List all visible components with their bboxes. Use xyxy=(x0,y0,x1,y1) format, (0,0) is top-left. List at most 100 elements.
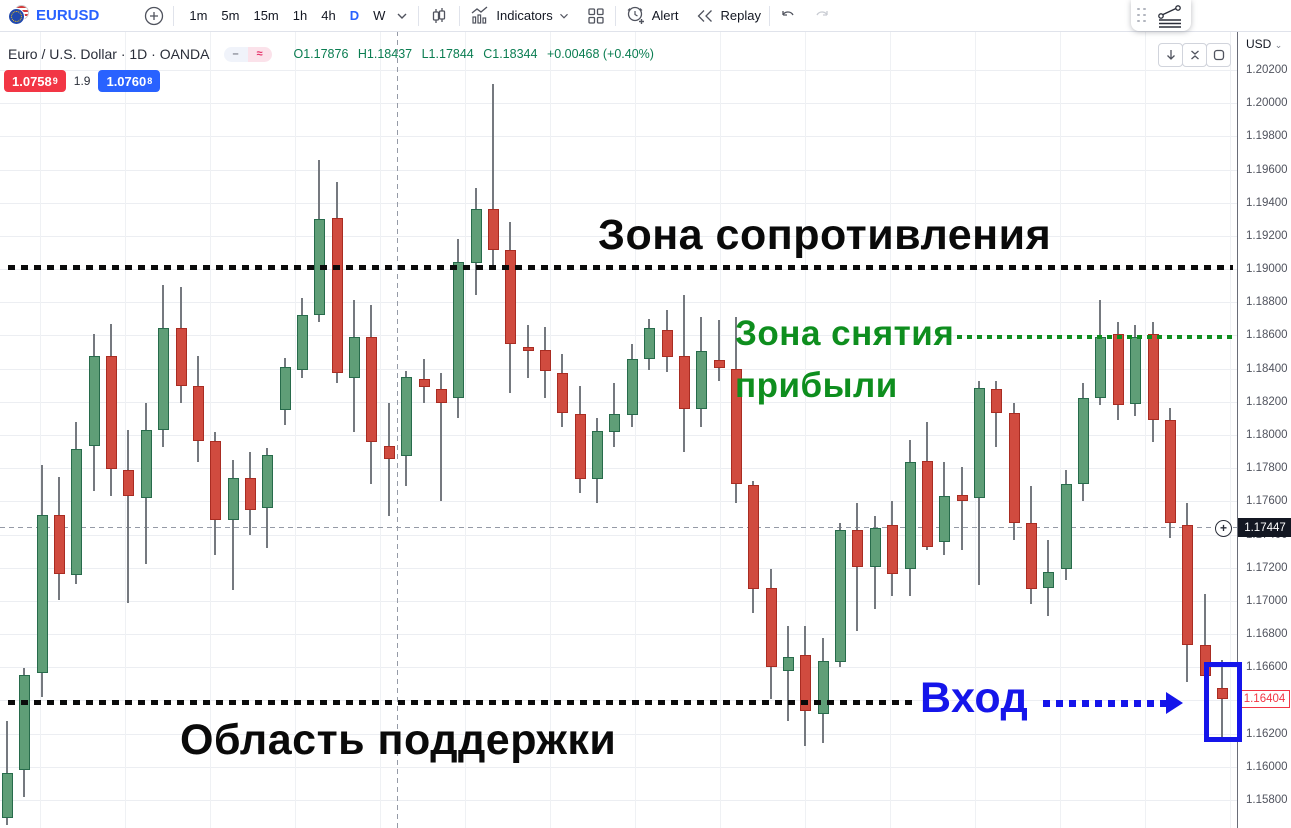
candle-down[interactable] xyxy=(540,350,552,371)
candle-down[interactable] xyxy=(366,336,378,442)
timeframe-D[interactable]: D xyxy=(349,8,360,23)
candle-up[interactable] xyxy=(609,413,621,432)
candle-up[interactable] xyxy=(140,430,152,499)
replay-button[interactable]: Replay xyxy=(720,8,761,23)
ask-badge[interactable]: 1.0760 8 xyxy=(98,70,161,92)
candle-down[interactable] xyxy=(730,368,742,484)
candle-down[interactable] xyxy=(418,378,430,388)
candle-down[interactable] xyxy=(435,389,447,403)
candle-up[interactable] xyxy=(88,356,100,446)
candle-down[interactable] xyxy=(1008,412,1020,523)
candle-down[interactable] xyxy=(123,470,135,497)
candle-down[interactable] xyxy=(661,329,673,357)
symbol-title[interactable]: Euro / U.S. Dollar · 1D · OANDA xyxy=(8,46,210,62)
compare-add-icon[interactable] xyxy=(143,5,165,27)
candle-down[interactable] xyxy=(1026,522,1038,589)
price-axis[interactable]: USD ⌄ 1.20200 1.20000 1.19800 1.19600 1.1940… xyxy=(1237,31,1291,828)
candle-up[interactable] xyxy=(1095,336,1107,398)
candle-down[interactable] xyxy=(557,372,569,413)
candle-down[interactable] xyxy=(54,514,66,575)
candle-down[interactable] xyxy=(1147,333,1159,421)
candle-down[interactable] xyxy=(175,327,187,387)
candle-down[interactable] xyxy=(1164,420,1176,523)
candle-up[interactable] xyxy=(1060,483,1072,569)
candle-up[interactable] xyxy=(1043,571,1055,588)
candle-up[interactable] xyxy=(696,351,708,409)
candle-down[interactable] xyxy=(991,389,1003,413)
candle-up[interactable] xyxy=(783,656,795,671)
trendline-tool-icon[interactable] xyxy=(1155,3,1185,29)
candle-up[interactable] xyxy=(227,477,239,520)
chart-canvas[interactable] xyxy=(0,31,1291,828)
support-zone-line[interactable] xyxy=(8,700,918,705)
candle-down[interactable] xyxy=(487,209,499,250)
crosshair-add-alert-button[interactable]: + xyxy=(1215,520,1232,537)
candle-down[interactable] xyxy=(887,524,899,575)
candle-up[interactable] xyxy=(626,359,638,415)
alert-clock-icon[interactable] xyxy=(624,4,648,28)
candle-down[interactable] xyxy=(1182,524,1194,645)
bid-badge[interactable]: 1.0758 9 xyxy=(4,70,66,92)
candle-down[interactable] xyxy=(192,386,204,441)
candle-down[interactable] xyxy=(713,360,725,368)
candle-up[interactable] xyxy=(401,376,413,457)
redo-icon[interactable] xyxy=(810,5,832,27)
candle-down[interactable] xyxy=(765,587,777,667)
resistance-zone-line[interactable] xyxy=(8,265,1233,270)
candle-down[interactable] xyxy=(522,347,534,352)
candle-up[interactable] xyxy=(36,514,48,673)
candle-up[interactable] xyxy=(939,496,951,542)
candle-up[interactable] xyxy=(158,327,170,431)
candle-down[interactable] xyxy=(574,413,586,479)
candle-down[interactable] xyxy=(505,250,517,344)
candle-up[interactable] xyxy=(835,529,847,662)
candle-up[interactable] xyxy=(1078,398,1090,484)
candle-up[interactable] xyxy=(869,527,881,567)
alert-button[interactable]: Alert xyxy=(651,8,679,23)
chart-style-candles-icon[interactable] xyxy=(427,4,451,28)
candle-up[interactable] xyxy=(904,462,916,569)
candle-down[interactable] xyxy=(244,477,256,510)
candle-down[interactable] xyxy=(383,445,395,460)
candle-up[interactable] xyxy=(279,366,291,410)
candle-up[interactable] xyxy=(349,336,361,378)
timeframe-1m[interactable]: 1m xyxy=(189,8,208,23)
candle-up[interactable] xyxy=(817,660,829,715)
candle-up[interactable] xyxy=(262,454,274,508)
layout-grid-icon[interactable] xyxy=(585,5,607,27)
take-profit-zone-line[interactable] xyxy=(957,335,1233,339)
candle-up[interactable] xyxy=(1130,336,1142,404)
candle-up[interactable] xyxy=(592,431,604,479)
candle-up[interactable] xyxy=(453,261,465,398)
candle-up[interactable] xyxy=(297,315,309,370)
candle-down[interactable] xyxy=(1216,687,1228,699)
candle-down[interactable] xyxy=(106,356,118,469)
candle-up[interactable] xyxy=(71,448,83,575)
undo-icon[interactable] xyxy=(778,5,800,27)
indicators-button[interactable]: Indicators xyxy=(496,8,553,23)
drag-handle-icon[interactable] xyxy=(1137,7,1147,24)
candle-up[interactable] xyxy=(644,327,656,359)
candle-up[interactable] xyxy=(2,772,13,818)
candle-up[interactable] xyxy=(19,674,31,770)
timeframe-5m[interactable]: 5m xyxy=(221,8,240,23)
symbol-button[interactable]: EURUSD xyxy=(36,7,100,24)
timeframe-15m[interactable]: 15m xyxy=(253,8,279,23)
axis-currency-label[interactable]: USD ⌄ xyxy=(1246,37,1283,51)
candle-down[interactable] xyxy=(748,484,760,589)
candle-up[interactable] xyxy=(470,209,482,263)
timeframe-W[interactable]: W xyxy=(373,8,386,23)
indicators-chevron-down-icon[interactable] xyxy=(557,9,571,23)
indicators-icon[interactable] xyxy=(468,4,492,28)
floating-drawings-panel[interactable] xyxy=(1131,0,1191,31)
replay-rewind-icon[interactable] xyxy=(694,5,716,27)
candle-down[interactable] xyxy=(678,356,690,409)
candle-down[interactable] xyxy=(331,217,343,373)
scroll-to-recent-button[interactable] xyxy=(1158,43,1183,67)
candle-down[interactable] xyxy=(852,529,864,567)
timeframe-chevron-down-icon[interactable] xyxy=(394,8,410,24)
entry-highlight-box[interactable] xyxy=(1204,662,1242,742)
candle-down[interactable] xyxy=(210,440,222,520)
candle-down[interactable] xyxy=(956,495,968,502)
candle-down[interactable] xyxy=(800,654,812,711)
